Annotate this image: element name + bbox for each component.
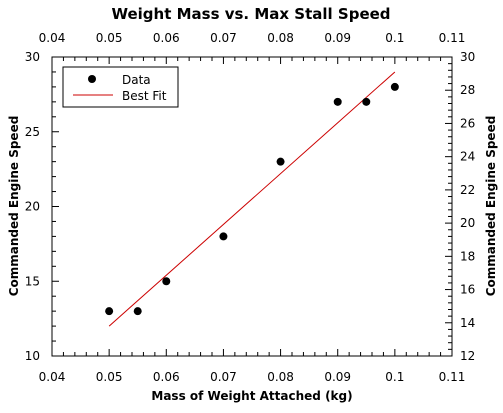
- legend: Data Best Fit: [62, 66, 179, 108]
- y-tick-label-right: 16: [460, 283, 475, 297]
- y-tick-label-left: 30: [25, 50, 40, 64]
- data-point: [333, 97, 342, 106]
- x-tick-label-bottom: 0.06: [153, 370, 180, 384]
- x-tick-label-bottom: 0.04: [39, 370, 66, 384]
- x-tick-label-bottom: 0.05: [96, 370, 123, 384]
- x-tick-label-bottom: 0.08: [267, 370, 294, 384]
- legend-box: [62, 66, 179, 108]
- y-tick-label-right: 12: [460, 349, 475, 363]
- legend-label-data: Data: [122, 73, 151, 87]
- y-tick-label-right: 30: [460, 50, 475, 64]
- x-tick-label-bottom: 0.07: [210, 370, 237, 384]
- y-tick-label-right: 20: [460, 216, 475, 230]
- chart-title: Weight Mass vs. Max Stall Speed: [111, 5, 390, 23]
- y-tick-label-right: 18: [460, 249, 475, 263]
- x-tick-label-top: 0.11: [439, 31, 466, 45]
- data-point: [362, 97, 371, 106]
- x-tick-label-bottom: 0.11: [439, 370, 466, 384]
- best-fit-line: [108, 71, 396, 327]
- data-point: [219, 232, 228, 241]
- y-tick-label-left: 15: [25, 274, 40, 288]
- y-axis-label: Commanded Engine Speed: [7, 116, 21, 297]
- x-tick-label-top: 0.07: [210, 31, 237, 45]
- y-tick-label-right: 14: [460, 316, 475, 330]
- y-axis-label-right: Commanded Engine Speed: [484, 116, 498, 297]
- y-tick-label-left: 10: [25, 349, 40, 363]
- x-tick-label-bottom: 0.1: [385, 370, 404, 384]
- x-tick-label-bottom: 0.09: [324, 370, 351, 384]
- legend-marker-data: [88, 75, 96, 83]
- y-tick-label-right: 22: [460, 183, 475, 197]
- y-tick-label-right: 24: [460, 150, 475, 164]
- x-tick-label-top: 0.08: [267, 31, 294, 45]
- x-axis-label: Mass of Weight Attached (kg): [151, 389, 352, 403]
- data-point: [276, 157, 285, 166]
- x-tick-label-top: 0.1: [385, 31, 404, 45]
- y-tick-label-left: 25: [25, 125, 40, 139]
- data-point: [390, 82, 399, 91]
- marks-layer: [105, 71, 399, 327]
- y-tick-label-right: 28: [460, 83, 475, 97]
- ticks-layer: 0.04 0.04 0.05 0.05 0.06 0.06 0.07 0.07 0.08 0.08…: [25, 31, 476, 384]
- x-tick-label-top: 0.04: [39, 31, 66, 45]
- x-tick-label-top: 0.06: [153, 31, 180, 45]
- data-point: [162, 277, 171, 286]
- data-point: [133, 307, 142, 316]
- x-tick-label-top: 0.09: [324, 31, 351, 45]
- x-tick-label-top: 0.05: [96, 31, 123, 45]
- data-point: [105, 307, 114, 316]
- y-tick-label-right: 26: [460, 116, 475, 130]
- legend-label-best-fit: Best Fit: [122, 89, 167, 103]
- y-tick-label-left: 20: [25, 200, 40, 214]
